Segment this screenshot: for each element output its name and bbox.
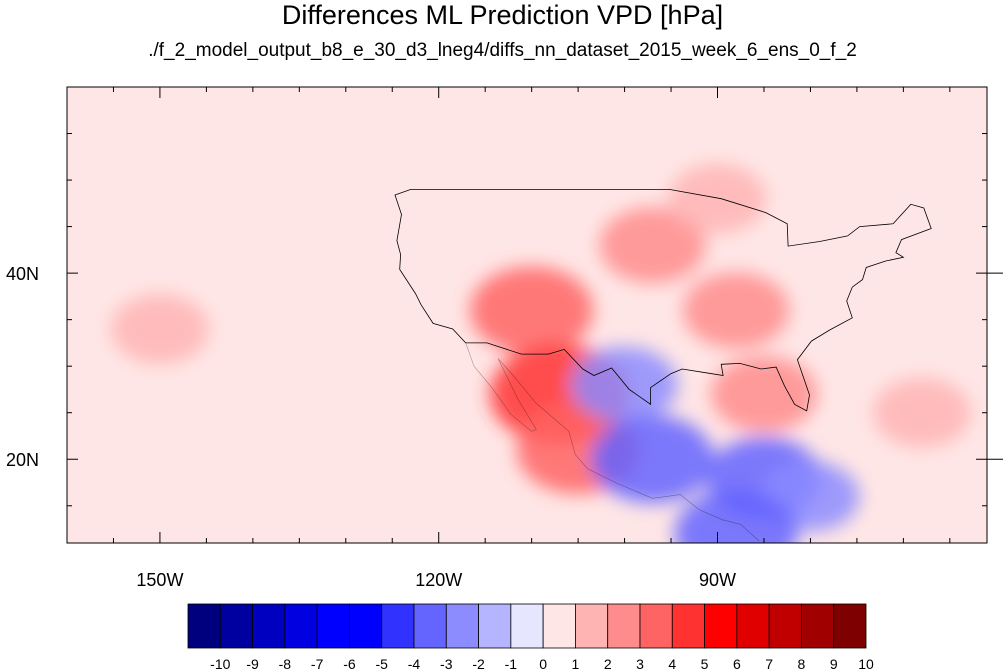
colorbar-label: -8	[279, 656, 292, 672]
colorbar-swatch	[575, 603, 609, 649]
axis-ticks: 150W 120W 90W 40N 20N	[6, 87, 1003, 590]
colorbar-label: 10	[858, 656, 874, 672]
colorbar-label: -6	[343, 656, 356, 672]
colorbar-label: 5	[701, 656, 709, 672]
field-anomaly	[599, 207, 706, 284]
colorbar-swatch	[349, 603, 383, 649]
colorbar-swatch	[252, 603, 286, 649]
colorbar-label: 3	[636, 656, 644, 672]
colorbar-label: 0	[539, 656, 547, 672]
x-tick-label: 150W	[136, 570, 183, 590]
colorbar-swatch	[833, 603, 867, 649]
field-layer	[110, 163, 971, 543]
field-anomaly	[470, 266, 594, 355]
field-anomaly	[668, 163, 767, 234]
field-anomaly	[590, 415, 715, 504]
field-anomaly	[110, 293, 209, 364]
colorbar-swatch	[478, 603, 512, 649]
colorbar-label: -7	[311, 656, 324, 672]
x-tick-label: 120W	[415, 570, 462, 590]
field-anomaly	[872, 377, 971, 448]
colorbar-swatch	[381, 603, 415, 649]
colorbar-swatch	[510, 603, 544, 649]
chart-title: Differences ML Prediction VPD [hPa]	[281, 0, 724, 30]
x-tick-label: 90W	[699, 570, 736, 590]
colorbar-swatch	[445, 603, 479, 649]
colorbar-swatch	[284, 603, 318, 649]
plot-frame	[66, 86, 988, 544]
colorbar-label: -1	[505, 656, 518, 672]
colorbar-swatch	[736, 603, 770, 649]
colorbar-label: -2	[472, 656, 485, 672]
colorbar-label: 6	[733, 656, 741, 672]
colorbar-swatch	[187, 603, 221, 649]
y-tick-label: 20N	[6, 450, 39, 470]
field-anomaly	[571, 346, 678, 423]
colorbar-label: -9	[246, 656, 259, 672]
us-outline	[394, 189, 932, 412]
colorbar-label: 1	[572, 656, 580, 672]
colorbar-swatch	[219, 603, 253, 649]
field-anomaly	[710, 356, 818, 433]
y-tick-label: 40N	[6, 264, 39, 284]
colorbar-swatch	[607, 603, 641, 649]
colorbar-label: -5	[375, 656, 388, 672]
colorbar-swatch	[671, 603, 705, 649]
colorbar-swatch	[542, 603, 576, 649]
map-boundaries	[394, 189, 932, 542]
colorbar-label: 2	[604, 656, 612, 672]
colorbar-swatch	[316, 603, 350, 649]
colorbar-label: -3	[440, 656, 453, 672]
colorbar-swatch	[639, 603, 673, 649]
colorbar-swatch	[801, 603, 835, 649]
colorbar-label: -10	[210, 656, 230, 672]
mexico-coast	[465, 342, 760, 542]
plot-area	[66, 86, 988, 544]
colorbar-label: 9	[830, 656, 838, 672]
colorbar-swatch	[768, 603, 802, 649]
colorbar-swatch	[413, 603, 447, 649]
field-blobs	[110, 163, 971, 543]
field-anomaly	[682, 272, 790, 349]
field-anomaly	[674, 489, 798, 543]
colorbar: -10 -9 -8 -7 -6 -5 -4 -3 -2 -1 0 1 2 3 4 5 6 7 8 9 10	[187, 603, 874, 672]
colorbar-swatch	[704, 603, 738, 649]
colorbar-label: 7	[765, 656, 773, 672]
colorbar-label: -4	[408, 656, 421, 672]
colorbar-label: 4	[668, 656, 676, 672]
chart-subtitle: ./f_2_model_output_b8_e_30_d3_lneg4/diff…	[148, 40, 857, 61]
colorbar-label: 8	[798, 656, 806, 672]
